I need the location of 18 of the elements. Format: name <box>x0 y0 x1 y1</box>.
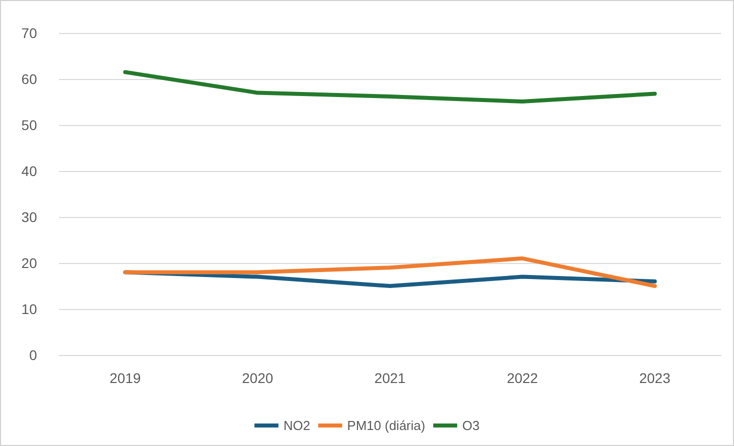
y-tick-label: 30 <box>21 209 38 225</box>
y-tick-label: 40 <box>21 163 38 179</box>
legend-label: O3 <box>462 418 480 433</box>
x-tick-label: 2019 <box>110 370 141 386</box>
y-tick-label: 0 <box>29 347 38 363</box>
y-tick-label: 60 <box>21 71 38 87</box>
y-tick-label: 70 <box>21 25 38 41</box>
y-tick-label: 20 <box>21 255 38 271</box>
legend-label: PM10 (diária) <box>347 418 426 433</box>
x-tick-label: 2021 <box>374 370 406 386</box>
legend-label: NO2 <box>283 418 310 433</box>
x-tick-label: 2020 <box>242 370 274 386</box>
y-tick-label: 50 <box>21 117 38 133</box>
y-tick-label: 10 <box>21 301 38 317</box>
x-tick-label: 2022 <box>506 370 538 386</box>
line-series <box>123 70 657 104</box>
x-tick-label: 2023 <box>639 370 671 386</box>
line-series <box>123 256 657 288</box>
